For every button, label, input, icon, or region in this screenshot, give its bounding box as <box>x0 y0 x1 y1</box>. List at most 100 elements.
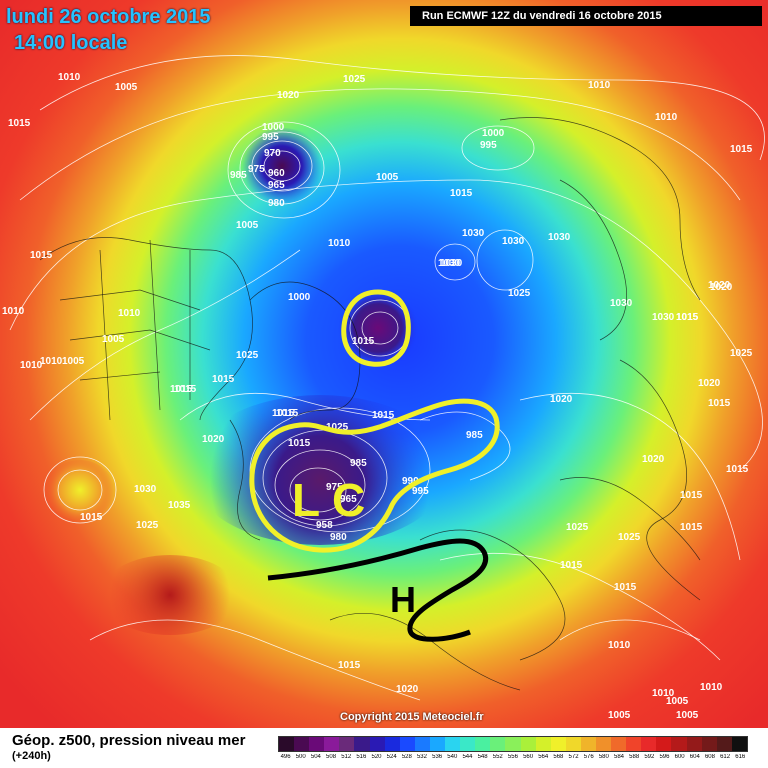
subtropical-ridge-shading <box>100 555 240 635</box>
annotation-letters: L C H <box>292 474 416 620</box>
high-letter-h: H <box>390 579 416 620</box>
isobar-label: 1015 <box>726 464 749 475</box>
forecast-map: 1010 1005 1025 1020 1010 1010 1015 1000 … <box>0 0 768 728</box>
isobar-label: 1015 <box>676 312 699 323</box>
isobar-label: 1025 <box>326 422 349 433</box>
isobar-label: 958 <box>316 520 333 531</box>
color-scale: 496 500 504 508 512 516 520 524 528 532 536 540 544 5… <box>278 736 748 766</box>
isobar-label: 1015 <box>560 560 583 571</box>
color-swatch <box>641 737 657 751</box>
legend-bar: Géop. z500, pression niveau mer (+240h) … <box>0 728 768 768</box>
isobar-label: 1015 <box>730 144 753 155</box>
pacific-low-shading <box>236 128 328 204</box>
isobar-label: 1025 <box>618 532 641 543</box>
isobar-label: 1015 <box>272 408 295 419</box>
color-swatch <box>505 737 521 751</box>
color-swatch <box>671 737 687 751</box>
color-scale-tick: 500 <box>295 754 306 760</box>
color-scale-tick: 512 <box>341 754 352 760</box>
forecast-time: 14:00 locale <box>14 32 128 54</box>
isobar-label: 1005 <box>376 172 399 183</box>
isobar-label: 995 <box>480 140 497 151</box>
isobar-label: 1030 <box>462 228 485 239</box>
isobar-label: 975 <box>326 482 343 493</box>
isobar-label: 1025 <box>343 74 366 85</box>
isobar-label: 1010 <box>20 360 43 371</box>
color-scale-tick: 540 <box>447 754 458 760</box>
color-swatch <box>399 737 415 751</box>
isobar-label: 965 <box>268 180 285 191</box>
color-swatch <box>701 737 717 751</box>
isobar-label: 1015 <box>352 336 375 347</box>
isobar-label: 965 <box>340 494 357 505</box>
color-swatch <box>279 737 295 751</box>
isobar-label: 1005 <box>236 220 259 231</box>
isobar-label: 1005 <box>608 710 631 721</box>
isobar-label: 980 <box>330 532 347 543</box>
color-scale-tick: 532 <box>416 754 427 760</box>
color-scale-tick: 516 <box>356 754 367 760</box>
isobar-value-labels: 1010 1005 1025 1020 1010 1010 1015 1000 … <box>2 72 753 721</box>
isobar-label: 1025 <box>566 522 589 533</box>
color-swatch <box>475 737 491 751</box>
color-scale-tick: 560 <box>523 754 534 760</box>
isobar-label: 1015 <box>80 512 103 523</box>
isobar-label: 1030 <box>134 484 157 495</box>
isobar-label: 1015 <box>288 438 311 449</box>
isobar-lines <box>9 55 765 701</box>
isobar-label: 1015 <box>174 384 197 395</box>
hand-drawn-annotations <box>249 289 500 642</box>
isobar-label: 1000 <box>262 122 285 133</box>
color-scale-tick: 544 <box>462 754 473 760</box>
isobar-label: 1010 <box>608 640 631 651</box>
isobar-label: 1010 <box>328 238 351 249</box>
isobar-label: 1015 <box>170 384 193 395</box>
color-scale-tick: 596 <box>659 754 670 760</box>
isobar-label: 995 <box>412 486 429 497</box>
isobar-label: 1020 <box>396 684 419 695</box>
color-swatch <box>656 737 672 751</box>
isobar-label: 1010 <box>652 688 675 699</box>
color-scale-tick: 576 <box>583 754 594 760</box>
color-scale-tick: 556 <box>507 754 518 760</box>
color-swatch <box>354 737 370 751</box>
color-scale-tick: 568 <box>553 754 564 760</box>
isobar-label: 985 <box>230 170 247 181</box>
map-parameter-title: Géop. z500, pression niveau mer <box>12 732 246 749</box>
color-scale-tick: 520 <box>371 754 382 760</box>
color-scale-tick: 552 <box>492 754 503 760</box>
color-swatch <box>550 737 566 751</box>
isobar-label: 1010 <box>40 356 63 367</box>
isobar-label: 1025 <box>730 348 753 359</box>
color-scale-swatches <box>278 736 748 752</box>
color-scale-tick: 508 <box>326 754 337 760</box>
color-swatch <box>731 737 747 751</box>
color-scale-tick: 612 <box>720 754 731 760</box>
color-scale-tick: 536 <box>432 754 443 760</box>
isobar-label: 1015 <box>372 410 395 421</box>
forecast-step: (+240h) <box>12 750 51 762</box>
color-swatch <box>490 737 506 751</box>
color-scale-ticks: 496 500 504 508 512 516 520 524 528 532 536 540 544 5… <box>278 754 748 760</box>
color-scale-tick: 608 <box>704 754 715 760</box>
isobar-label: 1025 <box>508 288 531 299</box>
color-scale-tick: 572 <box>568 754 579 760</box>
color-swatch <box>626 737 642 751</box>
isobar-label: 975 <box>248 164 265 175</box>
low-letter-c: C <box>332 474 365 526</box>
color-swatch <box>294 737 310 751</box>
isobar-label: 995 <box>262 132 279 143</box>
isobar-label: 985 <box>466 430 483 441</box>
isobar-label: 1010 <box>588 80 611 91</box>
isobar-label: 1030 <box>548 232 571 243</box>
isobar-label: 1020 <box>710 282 733 293</box>
low-letter-l: L <box>292 474 320 526</box>
color-swatch <box>686 737 702 751</box>
isobar-label: 1015 <box>450 188 473 199</box>
color-scale-tick: 528 <box>401 754 412 760</box>
isobar-label: 1025 <box>236 350 259 361</box>
color-swatch <box>429 737 446 751</box>
isobar-label: 1020 <box>698 378 721 389</box>
isobar-label: 985 <box>350 458 367 469</box>
isobar-label: 1020 <box>708 280 731 291</box>
